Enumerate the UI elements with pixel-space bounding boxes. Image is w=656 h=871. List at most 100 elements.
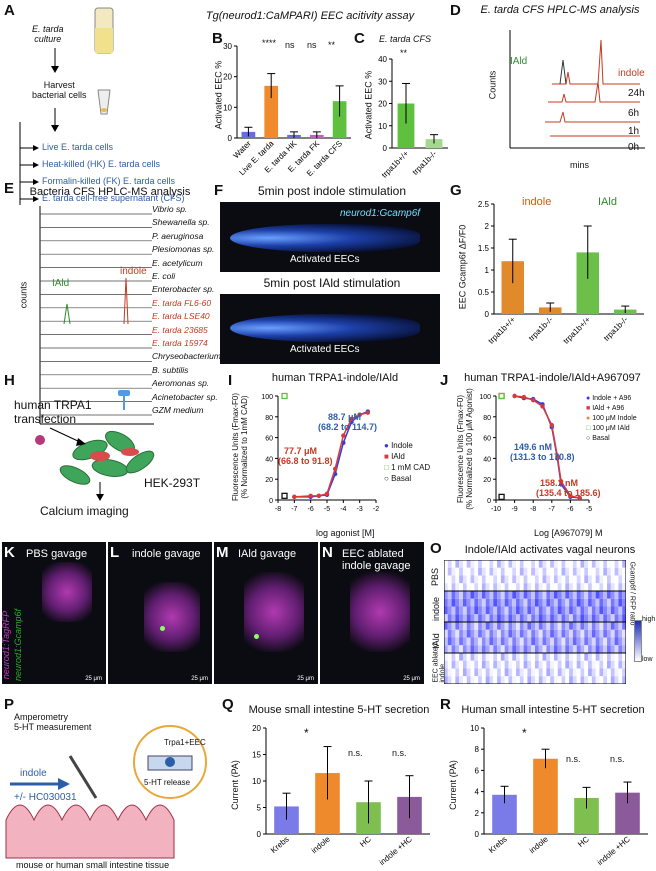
k-scale: 25 μm <box>85 676 102 682</box>
heatmap-cell <box>550 606 554 615</box>
heatmap-cell <box>466 591 471 599</box>
heatmap-cell <box>470 598 475 607</box>
heatmap-cell <box>553 676 558 684</box>
heatmap-cell <box>580 653 585 661</box>
control-point <box>281 392 288 400</box>
heatmap-cell <box>493 629 498 638</box>
heatmap-cell <box>485 583 490 591</box>
heatmap-cell <box>542 622 547 630</box>
heatmap-cell <box>527 629 532 638</box>
heatmap-cell <box>572 629 577 638</box>
d-xlabel: mins <box>570 160 590 170</box>
panel-label-l: L <box>110 544 120 561</box>
data-point <box>531 397 536 403</box>
heatmap-cell <box>565 575 570 584</box>
heatmap-cell <box>603 606 608 615</box>
heatmap-cell <box>466 676 471 684</box>
heatmap-cell <box>561 668 566 677</box>
heatmap-cell <box>618 668 623 677</box>
heatmap-cell <box>603 676 608 684</box>
y-tick-label: 2 <box>475 809 480 818</box>
d-ylabel: Counts <box>487 70 498 100</box>
heatmap-cell <box>474 637 479 646</box>
heatmap-cell <box>519 668 524 677</box>
heatmap-cell <box>512 614 517 622</box>
heatmap-cell <box>614 560 619 568</box>
heatmap-cell <box>546 606 551 615</box>
category-label: indole <box>528 834 551 855</box>
heatmap-cell <box>599 676 604 684</box>
c-ylabel: Activated EEC % <box>363 70 374 140</box>
heatmap-cell <box>546 637 551 646</box>
heatmap-cell <box>497 567 501 576</box>
heatmap-cell <box>447 622 452 630</box>
heatmap-cell <box>444 660 448 669</box>
chart-c: 0 10 20 30 40 trpa1b+/+ trpa1b-/- <box>378 55 448 180</box>
heatmap-cell <box>572 591 577 599</box>
heatmap-cell <box>599 637 604 646</box>
y-tick-label: 10 <box>470 724 479 733</box>
x-tick-label: -10 <box>491 506 501 513</box>
species-label: E. coli <box>152 271 176 281</box>
heatmap-cell <box>485 637 490 646</box>
heatmap-cell <box>519 606 524 615</box>
heatmap-cell <box>610 668 615 677</box>
heatmap-cell <box>542 598 547 607</box>
heatmap-cell <box>603 622 608 630</box>
heatmap-cell <box>580 637 585 646</box>
heatmap-cell <box>451 676 456 684</box>
heatmap-cell <box>538 645 543 653</box>
heatmap-cell <box>489 614 494 622</box>
heatmap-cell <box>595 629 600 638</box>
heatmap-cell <box>508 583 513 591</box>
heatmap-cell <box>500 645 505 653</box>
heatmap-cell <box>618 614 623 622</box>
heatmap-cell <box>523 645 528 653</box>
heatmap-cell <box>485 575 490 584</box>
heatmap-cell <box>622 614 626 622</box>
heatmap-cell <box>588 567 592 576</box>
j-ic-iald: 158.1 nM <box>540 478 579 488</box>
panel-label-c: C <box>354 30 365 47</box>
heatmap-cell <box>459 567 463 576</box>
heatmap-cell <box>451 614 456 622</box>
panel-label-o: O <box>430 540 442 557</box>
heatmap-cell <box>588 575 592 584</box>
heatmap-cell <box>614 660 619 669</box>
heatmap-cell <box>603 591 608 599</box>
species-label: Shewanella sp. <box>152 217 210 228</box>
heatmap-cell <box>451 567 456 576</box>
x-tick-label: -9 <box>511 506 517 513</box>
heatmap-cell <box>603 567 608 576</box>
y-tick-label: 60 <box>265 436 273 443</box>
chart-j: 0 20 40 60 80 100 -10 -9 -8 -7 -6 -5 <box>479 392 592 513</box>
heatmap-cell <box>497 575 501 584</box>
b-sig-1: **** <box>262 38 277 48</box>
heatmap-cell <box>595 622 600 630</box>
heatmap-cell <box>481 567 486 576</box>
heatmap-cell <box>478 653 482 661</box>
heatmap-cell <box>523 614 528 622</box>
heatmap-cell <box>572 606 577 615</box>
heatmap-cell <box>516 591 520 599</box>
heatmap-cell <box>462 606 467 615</box>
heatmap-cell <box>588 676 592 684</box>
heatmap-cell <box>523 598 528 607</box>
heatmap-cell <box>459 606 463 615</box>
heatmap-cell <box>531 653 535 661</box>
control-point <box>498 392 505 400</box>
heatmap-cell <box>614 583 619 591</box>
heatmap-cell <box>550 637 554 646</box>
heatmap-cell <box>607 575 611 584</box>
heatmap-cell <box>550 560 554 568</box>
heatmap-cell <box>489 567 494 576</box>
heatmap-cell <box>444 567 448 576</box>
heatmap-cell <box>455 653 460 661</box>
i-title: human TRPA1-indole/IAld <box>271 372 399 384</box>
heatmap-cell <box>455 660 460 669</box>
e-iald-label: IAld <box>52 278 70 289</box>
heatmap-cell <box>455 668 460 677</box>
heatmap-cell <box>550 629 554 638</box>
heatmap-cell <box>504 614 509 622</box>
